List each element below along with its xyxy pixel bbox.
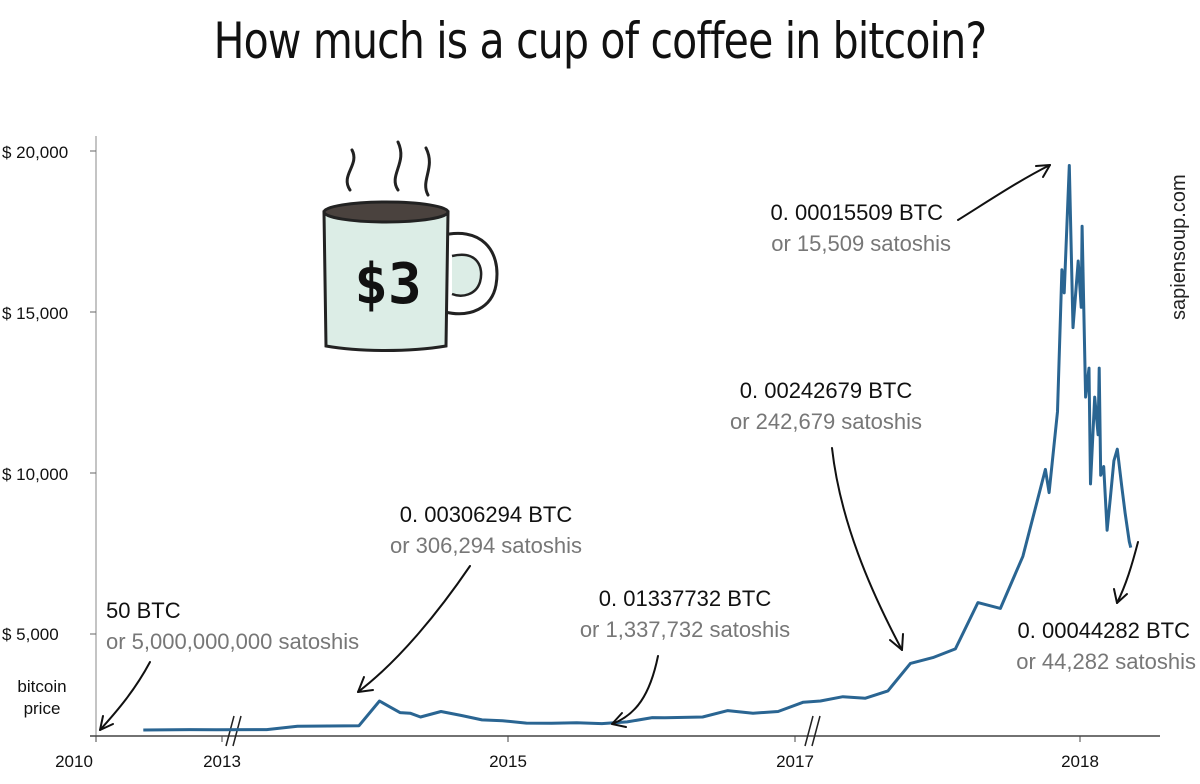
price-series-line	[143, 164, 1133, 732]
annotation-2017: 0. 00242679 BTC or 242,679 satoshis	[730, 378, 922, 434]
x-tick-label: 2018	[1061, 752, 1099, 771]
annotation-50btc: 50 BTC or 5,000,000,000 satoshis	[106, 598, 359, 654]
annotation-satoshis: or 5,000,000,000 satoshis	[106, 629, 359, 654]
annotation-satoshis: or 15,509 satoshis	[771, 231, 951, 256]
y-tick-group: $ 5,000 $ 10,000 $ 15,000 $ 20,000	[2, 143, 96, 644]
annotation-2014: 0. 00306294 BTC or 306,294 satoshis	[390, 502, 582, 558]
watermark: sapiensoup.com	[1168, 160, 1192, 320]
watermark-text: sapiensoup.com	[1168, 174, 1190, 320]
annotation-btc: 0. 00306294 BTC	[400, 502, 573, 527]
mug-price-label: $3	[354, 252, 421, 317]
chart-title: How much is a cup of coffee in bitcoin?	[213, 12, 988, 70]
annotation-arrow	[357, 565, 471, 693]
annotation-arrow	[957, 164, 1051, 221]
y-tick-label: $ 20,000	[2, 143, 68, 162]
annotation-btc: 0. 00044282 BTC	[1018, 618, 1191, 643]
y-tick-label: $ 10,000	[2, 465, 68, 484]
annotation-2018: 0. 00044282 BTC or 44,282 satoshis	[1016, 618, 1196, 674]
annotation-satoshis: or 242,679 satoshis	[730, 409, 922, 434]
y-axis-label: bitcoin price	[17, 677, 66, 718]
annotation-satoshis: or 306,294 satoshis	[390, 533, 582, 558]
annotation-arrow	[831, 447, 904, 651]
y-tick-label: $ 5,000	[2, 625, 59, 644]
x-tick-group: 2010 2013 2015 2017 2018	[55, 736, 1099, 771]
x-tick-label: 2010	[55, 752, 93, 771]
annotation-btc: 0. 00242679 BTC	[740, 378, 913, 403]
axis-break-mark	[804, 715, 821, 747]
annotation-peak: 0. 00015509 BTC or 15,509 satoshis	[771, 200, 951, 256]
annotation-satoshis: or 1,337,732 satoshis	[580, 617, 790, 642]
annotation-arrow	[1113, 541, 1139, 604]
annotation-btc: 0. 01337732 BTC	[599, 586, 772, 611]
coffee-mug-icon	[322, 140, 499, 352]
x-tick-label: 2017	[776, 752, 814, 771]
annotation-2015: 0. 01337732 BTC or 1,337,732 satoshis	[580, 586, 790, 642]
y-tick-label: $ 15,000	[2, 304, 68, 323]
x-tick-label: 2013	[203, 752, 241, 771]
annotation-arrow	[99, 661, 151, 731]
annotation-btc: 50 BTC	[106, 598, 181, 623]
annotation-satoshis: or 44,282 satoshis	[1016, 649, 1196, 674]
x-tick-label: 2015	[489, 752, 527, 771]
annotation-arrow	[611, 655, 659, 728]
annotation-btc: 0. 00015509 BTC	[771, 200, 944, 225]
